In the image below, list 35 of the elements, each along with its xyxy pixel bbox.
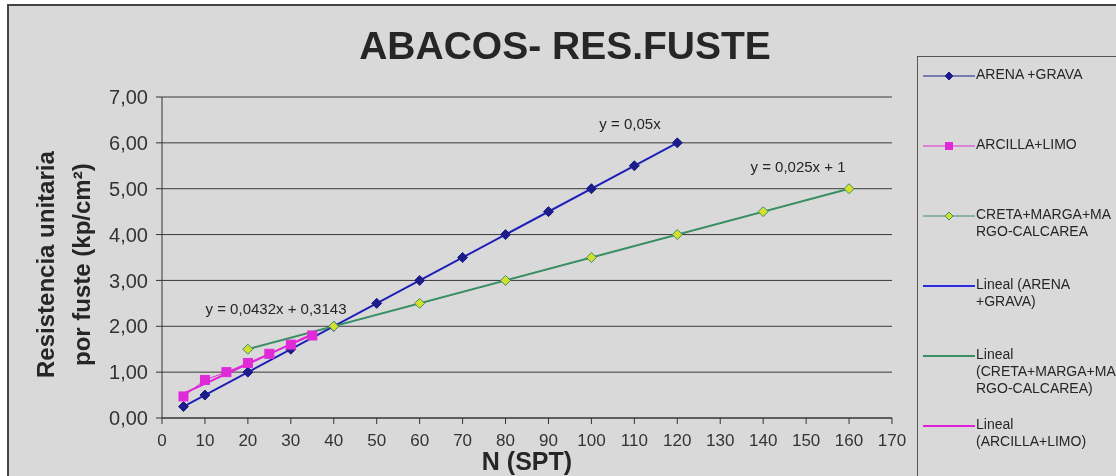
x-tick-label: 150 [791, 431, 821, 451]
y-tick-label: 1,00 [109, 361, 148, 384]
legend-label: ARCILLA+LIMO [976, 136, 1078, 153]
x-tick-label: 130 [706, 431, 735, 451]
legend-label: ARENA +GRAVA [976, 66, 1084, 83]
x-tick-label: 20 [238, 431, 258, 451]
annotation: y = 0,025x + 1 [750, 157, 846, 175]
legend-label: Lineal (CRETA+MARGA+MARGO-CALCAREA) [976, 346, 1116, 397]
x-tick-label: 10 [195, 431, 215, 451]
y-tick-label: 7,00 [109, 86, 148, 109]
legend-label: Lineal (ARCILLA+LIMO) [976, 416, 1088, 450]
x-tick-label: 70 [453, 431, 473, 451]
x-tick-label: 0 [157, 431, 167, 451]
x-tick-label: 40 [324, 431, 344, 451]
y-tick-label: 5,00 [109, 177, 148, 200]
chart-title: ABACOS- RES.FUSTE [358, 24, 772, 68]
y-tick-label: 4,00 [109, 223, 148, 246]
x-tick-label: 170 [877, 431, 907, 451]
x-tick-label: 60 [410, 431, 430, 451]
x-tick-label: 30 [281, 431, 301, 451]
x-tick-label: 100 [577, 431, 606, 451]
x-tick-label: 50 [367, 431, 387, 451]
y-axis-title: Resistencia unitaria por fuste (kp/cm²) [31, 150, 96, 381]
y-tick-label: 2,00 [109, 315, 148, 338]
x-tick-label: 140 [748, 431, 778, 451]
y-tick-label: 0,00 [109, 407, 148, 430]
x-tick-label: 120 [663, 431, 692, 451]
x-tick-label: 160 [834, 431, 864, 451]
annotation: y = 0,0432x + 0,3143 [205, 299, 347, 317]
legend-label: Lineal (ARENA +GRAVA) [976, 276, 1071, 310]
y-tick-label: 6,00 [109, 131, 148, 154]
y-tick-label: 3,00 [109, 269, 148, 292]
x-tick-label: 110 [620, 431, 648, 451]
legend-label: CRETA+MARGA+MARGO-CALCAREA [976, 206, 1113, 240]
annotation: y = 0,05x [599, 114, 661, 132]
